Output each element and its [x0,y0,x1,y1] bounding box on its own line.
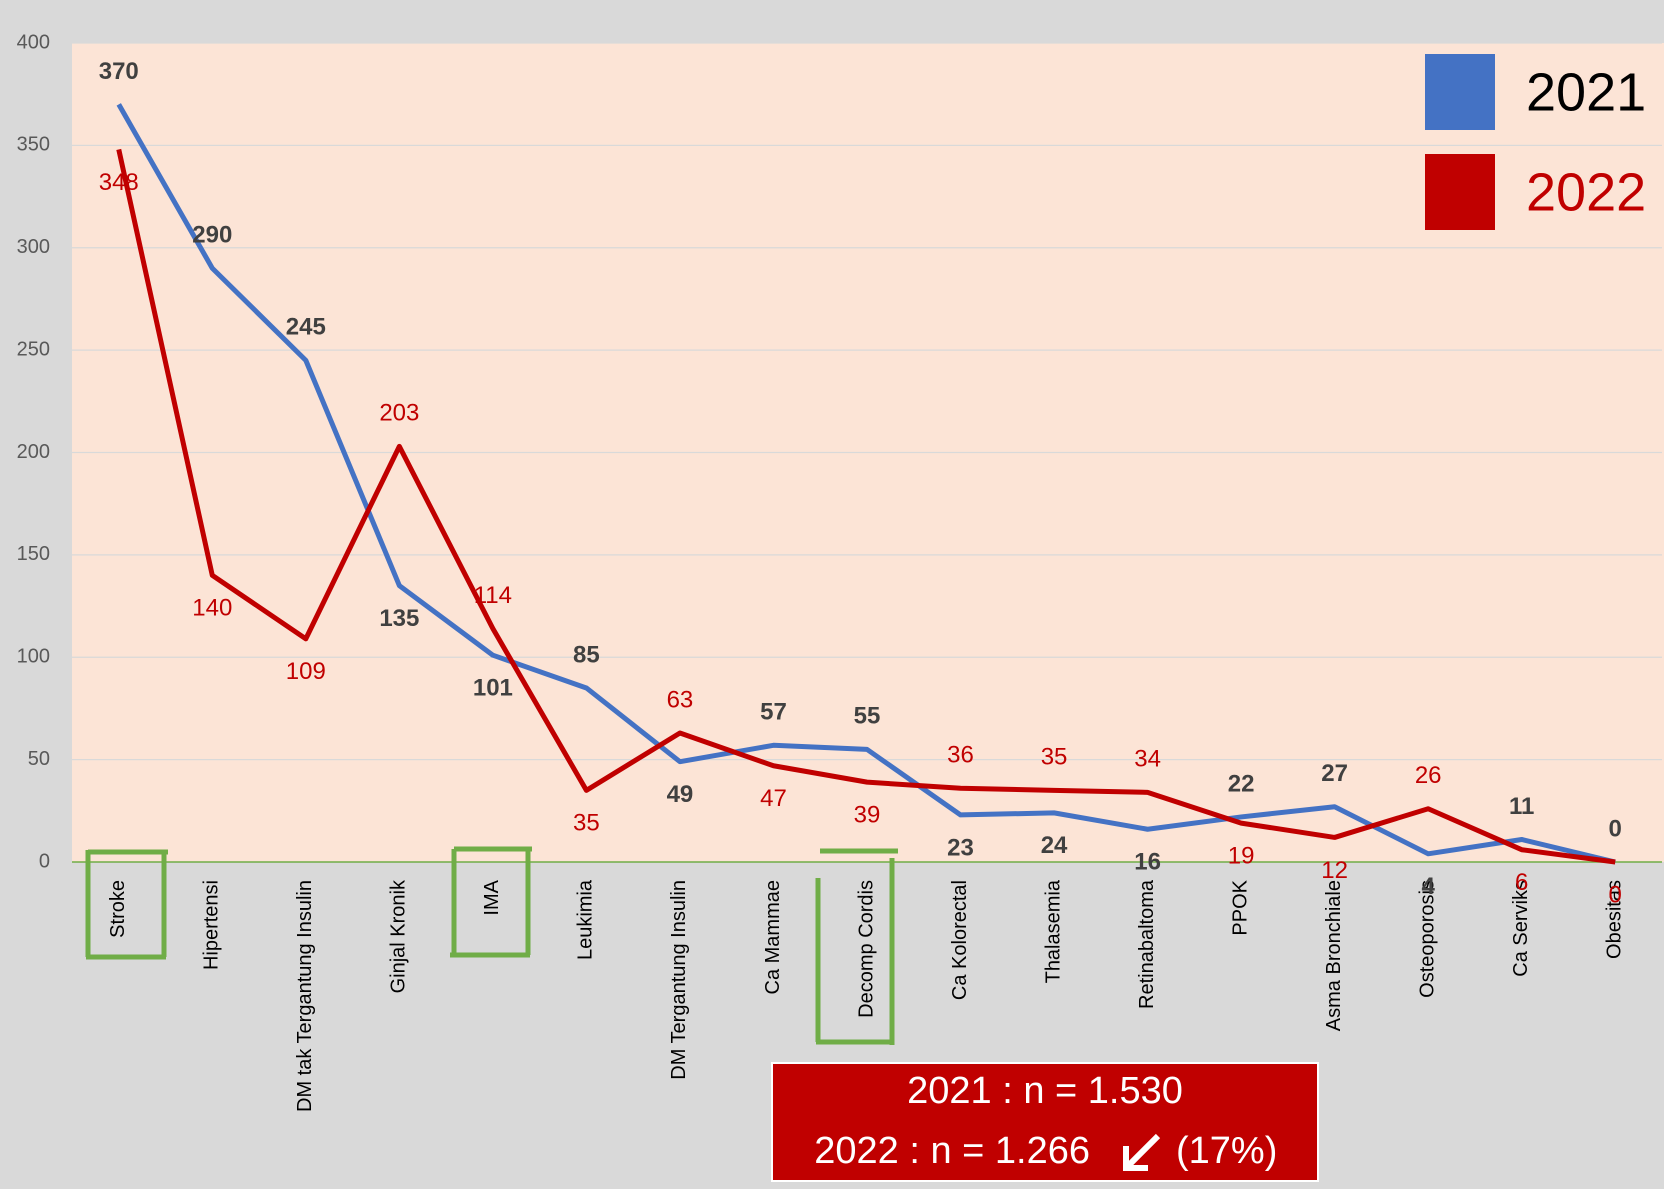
data-label: 348 [99,169,139,196]
data-label: 4 [1421,873,1435,900]
y-tick-label: 100 [17,646,50,668]
x-tick-label: Retinabaltoma [1136,879,1158,1009]
x-tick-label: Obesitas [1604,880,1626,959]
data-label: 85 [573,641,600,668]
data-label: 0 [1609,815,1622,842]
data-label: 12 [1321,857,1348,884]
data-label: 19 [1228,842,1255,869]
data-label: 26 [1415,762,1442,789]
data-label: 6 [1515,869,1528,896]
data-label: 0 [1609,881,1622,908]
data-label: 47 [760,785,787,812]
legend-label: 2022 [1526,162,1646,222]
annotation-box [771,1062,1319,1182]
x-tick-label: IMA [481,879,503,915]
data-label: 11 [1509,793,1534,820]
legend-swatch [1425,154,1495,230]
x-tick-label: Hipertensi [201,880,223,970]
y-tick-label: 300 [17,236,50,258]
data-label: 34 [1134,746,1161,773]
data-label: 57 [760,699,787,726]
y-tick-label: 350 [17,134,50,156]
legend-swatch [1425,54,1495,130]
y-tick-label: 400 [17,31,50,53]
data-label: 114 [474,582,512,609]
x-tick-label: DM tak Tergantung Insulin [294,880,316,1112]
down-arrow-icon [1123,1133,1161,1171]
x-tick-label: Ca Kolorectal [949,880,971,1000]
x-tick-label: Stroke [107,880,129,938]
annotation: (17%) [1176,1130,1277,1172]
y-tick-label: 0 [39,850,50,872]
data-label: 49 [667,781,694,808]
annotation: 2022 : n = 1.266 [814,1130,1090,1172]
x-tick-label: Asma Bronchiale [1323,880,1345,1031]
data-label: 101 [473,675,513,702]
x-tick-label: PPOK [1229,879,1251,935]
series-line [116,148,1616,865]
y-tick-label: 250 [17,338,50,360]
data-label: 109 [286,658,326,685]
x-tick-label: DM Tergantung Insulin [668,880,690,1080]
data-label: 35 [573,810,600,837]
data-label: 22 [1228,770,1255,797]
highlight-brackets [85,846,898,1045]
data-label: 55 [854,703,881,730]
data-label: 140 [192,595,232,622]
y-tick-label: 50 [28,748,50,770]
data-label: 39 [854,801,881,828]
y-tick-label: 200 [17,441,50,463]
legend-label: 2021 [1526,62,1646,122]
x-tick-label: Ca Serviks [1510,880,1532,977]
data-label: 35 [1041,744,1068,771]
data-label: 24 [1041,832,1068,859]
x-tick-label: Ca Mammae [762,880,784,994]
data-label: 16 [1134,849,1161,876]
x-tick-label: Ginjal Kronik [388,879,410,993]
data-label: 245 [286,314,326,341]
data-label: 36 [947,742,974,769]
x-tick-label: Decomp Cordis [855,880,877,1018]
annotation: 2021 : n = 1.530 [907,1070,1183,1112]
data-label: 370 [99,58,139,85]
x-tick-label: Thalasemia [1042,879,1064,983]
x-tick-label: Osteoporosis [1416,880,1438,998]
data-label: 63 [667,686,694,713]
x-tick-label: Leukimia [575,879,597,960]
data-label: 203 [379,400,419,427]
y-tick-label: 150 [17,543,50,565]
data-label: 23 [947,834,974,861]
data-label: 135 [379,605,419,632]
data-label: 290 [192,222,232,249]
data-label: 27 [1321,760,1348,787]
